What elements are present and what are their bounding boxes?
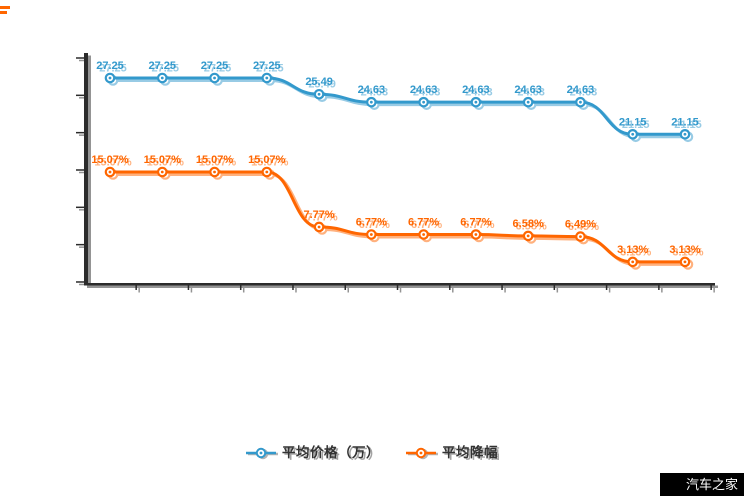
stray-orange-mark	[0, 6, 12, 18]
svg-text:27.25: 27.25	[99, 63, 127, 75]
svg-text:24.63: 24.63	[465, 87, 493, 99]
svg-text:6.77%: 6.77%	[408, 216, 439, 228]
svg-text:27.25: 27.25	[204, 63, 232, 75]
svg-text:25.49: 25.49	[308, 79, 336, 91]
svg-text:6.49%: 6.49%	[565, 219, 596, 231]
svg-text:3.13%: 3.13%	[617, 244, 648, 256]
svg-text:21.15: 21.15	[622, 119, 650, 131]
svg-text:24.63: 24.63	[462, 84, 490, 96]
svg-text:3.13%: 3.13%	[672, 246, 703, 258]
svg-text:24.63: 24.63	[514, 84, 542, 96]
svg-text:27.25: 27.25	[256, 63, 284, 75]
svg-text:24.63: 24.63	[413, 87, 441, 99]
svg-text:21.15: 21.15	[619, 116, 647, 128]
svg-text:15.07%: 15.07%	[251, 157, 289, 169]
line-series-icon	[406, 447, 436, 459]
svg-text:15.07%: 15.07%	[94, 157, 132, 169]
svg-text:24.63: 24.63	[410, 84, 438, 96]
svg-text:24.63: 24.63	[517, 87, 545, 99]
svg-text:6.77%: 6.77%	[356, 216, 387, 228]
legend-label-avg-price: 平均价格（万）	[282, 445, 380, 460]
line-series-icon	[246, 447, 276, 459]
svg-text:15.07%: 15.07%	[199, 157, 237, 169]
svg-text:6.77%: 6.77%	[460, 216, 491, 228]
svg-text:6.49%: 6.49%	[568, 221, 599, 233]
svg-text:21.15: 21.15	[671, 116, 699, 128]
svg-text:24.63: 24.63	[358, 84, 386, 96]
svg-text:24.63: 24.63	[361, 87, 389, 99]
svg-text:27.25: 27.25	[201, 60, 229, 72]
svg-text:15.07%: 15.07%	[144, 154, 182, 166]
svg-text:15.07%: 15.07%	[91, 154, 129, 166]
svg-text:27.25: 27.25	[96, 60, 124, 72]
svg-text:27.25: 27.25	[149, 60, 177, 72]
svg-text:6.58%: 6.58%	[516, 220, 547, 232]
legend-label-avg-discount: 平均降幅	[442, 445, 498, 460]
svg-text:15.07%: 15.07%	[196, 154, 234, 166]
svg-text:6.77%: 6.77%	[411, 219, 442, 231]
legend-item-avg-discount[interactable]: 平均降幅	[406, 443, 498, 463]
watermark-autohome: 汽车之家	[660, 473, 744, 496]
svg-text:6.77%: 6.77%	[359, 219, 390, 231]
svg-text:15.07%: 15.07%	[248, 154, 286, 166]
svg-text:3.13%: 3.13%	[620, 246, 651, 258]
svg-text:25.49: 25.49	[305, 76, 333, 88]
svg-text:6.77%: 6.77%	[463, 219, 494, 231]
legend: 平均价格（万） 平均降幅	[0, 442, 744, 464]
legend-item-avg-price[interactable]: 平均价格（万）	[246, 443, 380, 463]
svg-text:24.63: 24.63	[567, 84, 595, 96]
svg-text:7.77%: 7.77%	[306, 211, 337, 223]
svg-text:27.25: 27.25	[152, 63, 180, 75]
svg-text:7.77%: 7.77%	[303, 209, 334, 221]
svg-text:21.15: 21.15	[674, 119, 702, 131]
svg-text:3.13%: 3.13%	[669, 244, 700, 256]
svg-text:15.07%: 15.07%	[147, 157, 185, 169]
svg-text:27.25: 27.25	[253, 60, 281, 72]
svg-text:24.63: 24.63	[570, 87, 598, 99]
svg-text:6.58%: 6.58%	[513, 218, 544, 230]
